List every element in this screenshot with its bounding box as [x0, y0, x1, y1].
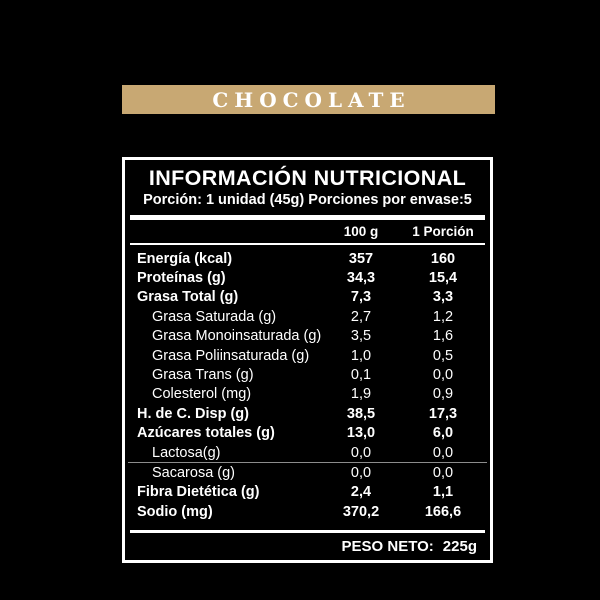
table-row: Grasa Poliinsaturada (g) 1,0 0,5 — [128, 346, 487, 365]
table-row: Grasa Monoinsaturada (g) 3,5 1,6 — [128, 327, 487, 346]
row-value-porcion: 0,5 — [432, 347, 454, 364]
column-header-100g: 100 g — [343, 224, 379, 239]
net-weight-label: PESO NETO: — [341, 538, 434, 555]
row-value-100g: 34,3 — [346, 270, 376, 287]
flavor-banner: CHOCOLATE — [122, 85, 495, 114]
row-value-porcion: 0,0 — [432, 367, 454, 384]
table-row: Grasa Trans (g) 0,1 0,0 — [128, 365, 487, 384]
nutrition-panel: INFORMACIÓN NUTRICIONAL Porción: 1 unida… — [122, 157, 493, 563]
row-value-porcion: 17,3 — [428, 405, 458, 422]
row-value-100g: 13,0 — [346, 425, 376, 442]
row-label: Grasa Total (g) — [137, 289, 239, 306]
column-headers: 100 g 1 Porción — [128, 220, 487, 243]
row-value-porcion: 166,6 — [424, 503, 462, 520]
row-value-100g: 0,1 — [350, 367, 372, 384]
row-value-100g: 357 — [348, 250, 374, 267]
row-label: Azúcares totales (g) — [137, 425, 275, 442]
row-value-porcion: 0,0 — [432, 444, 454, 461]
row-label: Lactosa(g) — [152, 444, 221, 461]
row-label: Grasa Poliinsaturada (g) — [152, 347, 310, 364]
table-row: Grasa Saturada (g) 2,7 1,2 — [128, 307, 487, 326]
table-row: H. de C. Disp (g) 38,5 17,3 — [128, 404, 487, 423]
row-value-porcion: 1,2 — [432, 308, 454, 325]
row-label: Grasa Monoinsaturada (g) — [152, 328, 322, 345]
row-value-100g: 1,0 — [350, 347, 372, 364]
row-value-100g: 2,4 — [350, 484, 372, 501]
row-value-100g: 1,9 — [350, 386, 372, 403]
row-label: Energía (kcal) — [137, 250, 233, 267]
row-value-porcion: 6,0 — [432, 425, 454, 442]
row-value-100g: 3,5 — [350, 328, 372, 345]
row-label: Sodio (mg) — [137, 503, 213, 520]
row-value-porcion: 0,0 — [432, 464, 454, 481]
net-weight: PESO NETO: 225g — [128, 533, 487, 560]
row-value-100g: 370,2 — [342, 503, 380, 520]
row-value-100g: 0,0 — [350, 464, 372, 481]
table-row: Grasa Total (g) 7,3 3,3 — [128, 288, 487, 307]
divider-thin — [130, 243, 485, 245]
row-value-porcion: 1,1 — [432, 484, 454, 501]
flavor-banner-label: CHOCOLATE — [212, 87, 411, 112]
panel-title: INFORMACIÓN NUTRICIONAL — [148, 166, 467, 190]
row-label: Proteínas (g) — [137, 270, 226, 287]
row-value-porcion: 3,3 — [432, 289, 454, 306]
serving-info: Porción: 1 unidad (45g) Porciones por en… — [143, 192, 472, 208]
column-header-porcion: 1 Porción — [412, 224, 474, 239]
row-label: Sacarosa (g) — [152, 464, 236, 481]
row-value-100g: 2,7 — [350, 308, 372, 325]
row-value-porcion: 160 — [430, 250, 456, 267]
net-weight-value: 225g — [442, 538, 477, 555]
table-row: Sodio (mg) 370,2 166,6 — [128, 502, 487, 521]
rows: Energía (kcal) 357 160 Proteínas (g) 34,3 15,… — [128, 245, 487, 528]
row-value-100g: 0,0 — [350, 444, 372, 461]
row-label: Fibra Dietética (g) — [137, 484, 260, 501]
row-value-porcion: 1,6 — [432, 328, 454, 345]
row-value-porcion: 0,9 — [432, 386, 454, 403]
table-row: Fibra Dietética (g) 2,4 1,1 — [128, 483, 487, 502]
divider-thick — [130, 215, 485, 220]
divider-footer — [130, 530, 485, 533]
table-row: Azúcares totales (g) 13,0 6,0 — [128, 424, 487, 443]
table-row: Energía (kcal) 357 160 — [128, 249, 487, 268]
row-label: Colesterol (mg) — [152, 386, 252, 403]
table-row: Sacarosa (g) 0,0 0,0 — [128, 463, 487, 482]
row-value-100g: 38,5 — [346, 405, 376, 422]
table-row: Lactosa(g) 0,0 0,0 — [128, 443, 487, 464]
row-label: Grasa Trans (g) — [152, 367, 254, 384]
table-row: Proteínas (g) 34,3 15,4 — [128, 268, 487, 287]
row-value-porcion: 15,4 — [428, 270, 458, 287]
table-row: Colesterol (mg) 1,9 0,9 — [128, 385, 487, 404]
row-label: H. de C. Disp (g) — [137, 405, 249, 422]
row-value-100g: 7,3 — [350, 289, 372, 306]
row-label: Grasa Saturada (g) — [152, 308, 277, 325]
